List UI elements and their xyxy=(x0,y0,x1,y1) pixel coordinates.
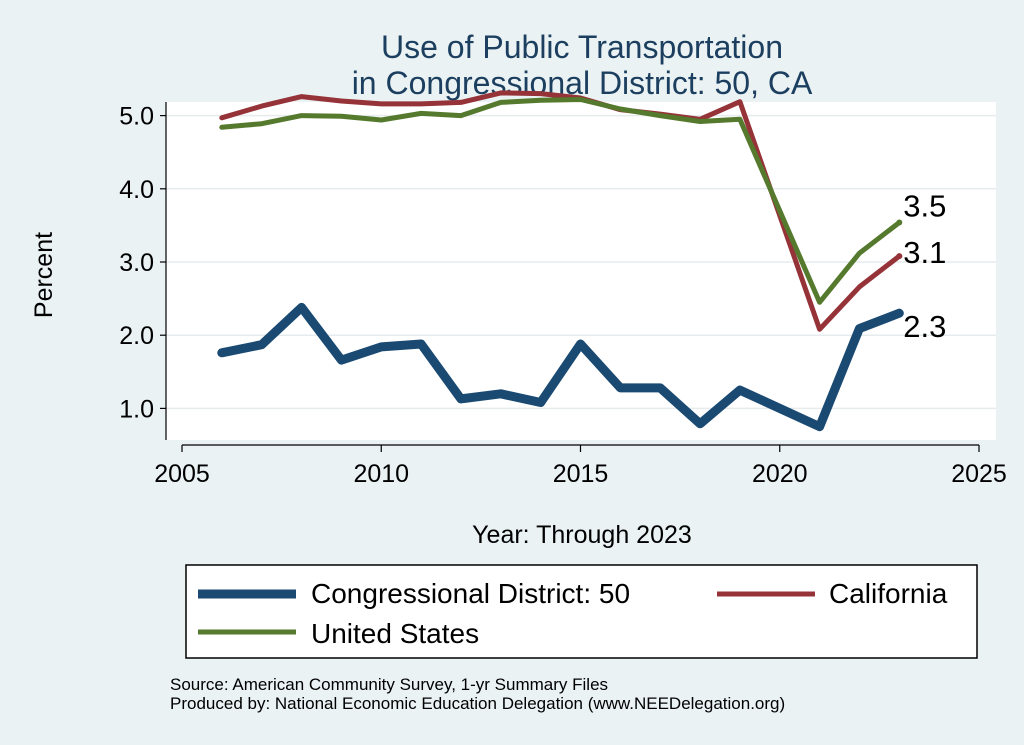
y-tick-label: 5.0 xyxy=(119,103,154,131)
legend: Congressional District: 50 California Un… xyxy=(185,564,978,659)
end-labels: 2.3 3.1 3.5 xyxy=(896,188,946,344)
y-tick-label: 3.0 xyxy=(119,249,154,277)
x-tick-label: 2020 xyxy=(752,460,808,488)
end-label-california: 3.1 xyxy=(903,235,946,270)
x-tick-label: 2025 xyxy=(951,460,1007,488)
end-label-congressional-district-50: 2.3 xyxy=(903,309,946,344)
end-point-california xyxy=(896,253,903,260)
axes: 1.0 2.0 3.0 4.0 5.0 2005 2010 2015 2020 2025 xyxy=(119,102,1007,488)
chart-title: Use of Public Transportation in Congress… xyxy=(352,29,813,101)
x-tick-label: 2010 xyxy=(353,460,409,488)
chart-title-line-1: Use of Public Transportation xyxy=(381,29,783,65)
legend-label-district: Congressional District: 50 xyxy=(311,578,630,609)
producer-line: Produced by: National Economic Education… xyxy=(170,694,785,713)
source-notes: Source: American Community Survey, 1-yr … xyxy=(170,675,785,713)
legend-label-california: California xyxy=(829,578,948,609)
x-tick-label: 2015 xyxy=(553,460,609,488)
end-point-united-states xyxy=(896,219,903,226)
y-tick-label: 4.0 xyxy=(119,176,154,204)
series-line-congressional-district-50 xyxy=(217,302,904,432)
legend-label-united-states: United States xyxy=(311,618,479,649)
plot-area xyxy=(166,102,996,440)
legend-box xyxy=(185,564,978,659)
series-line-united-states xyxy=(219,97,902,305)
chart-title-line-2: in Congressional District: 50, CA xyxy=(352,65,813,101)
source-line: Source: American Community Survey, 1-yr … xyxy=(170,675,608,694)
y-axis-title: Percent xyxy=(30,232,58,318)
series-lines xyxy=(217,90,904,432)
y-tick-label: 1.0 xyxy=(119,395,154,423)
end-label-united-states: 3.5 xyxy=(903,188,946,223)
x-tick-label: 2005 xyxy=(154,460,210,488)
y-tick-label: 2.0 xyxy=(119,322,154,350)
end-point-congressional-district-50 xyxy=(896,310,903,317)
x-axis-title: Year: Through 2023 xyxy=(472,521,692,549)
